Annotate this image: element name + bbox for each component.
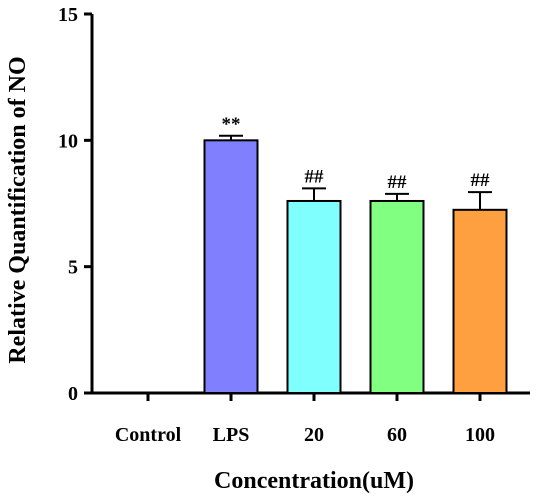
x-category-label: Control	[115, 424, 182, 446]
significance-label: **	[222, 114, 241, 135]
x-category-label: LPS	[213, 424, 250, 446]
significance-label: ##	[471, 170, 491, 191]
y-tick-label: 10	[58, 130, 78, 152]
y-tick-label: 15	[58, 4, 78, 26]
x-category-label: 20	[304, 424, 324, 446]
x-axis-title: Concentration(uM)	[214, 468, 414, 494]
significance-label: ##	[388, 172, 408, 193]
bar-20	[286, 199, 342, 394]
y-tick-label: 0	[68, 383, 78, 405]
significance-label: ##	[305, 166, 325, 187]
bar-60	[369, 199, 425, 394]
plot-area: 0 5 10 15 Control ** LPS ## 20 ## 60 ## 100	[58, 4, 530, 446]
bar-100	[452, 208, 508, 394]
bar-lps	[203, 139, 259, 394]
x-category-label: 60	[387, 424, 407, 446]
y-axis-title: Relative Quantification of NO	[5, 56, 31, 363]
y-tick-label: 5	[68, 257, 78, 279]
x-category-label: 100	[465, 424, 495, 446]
